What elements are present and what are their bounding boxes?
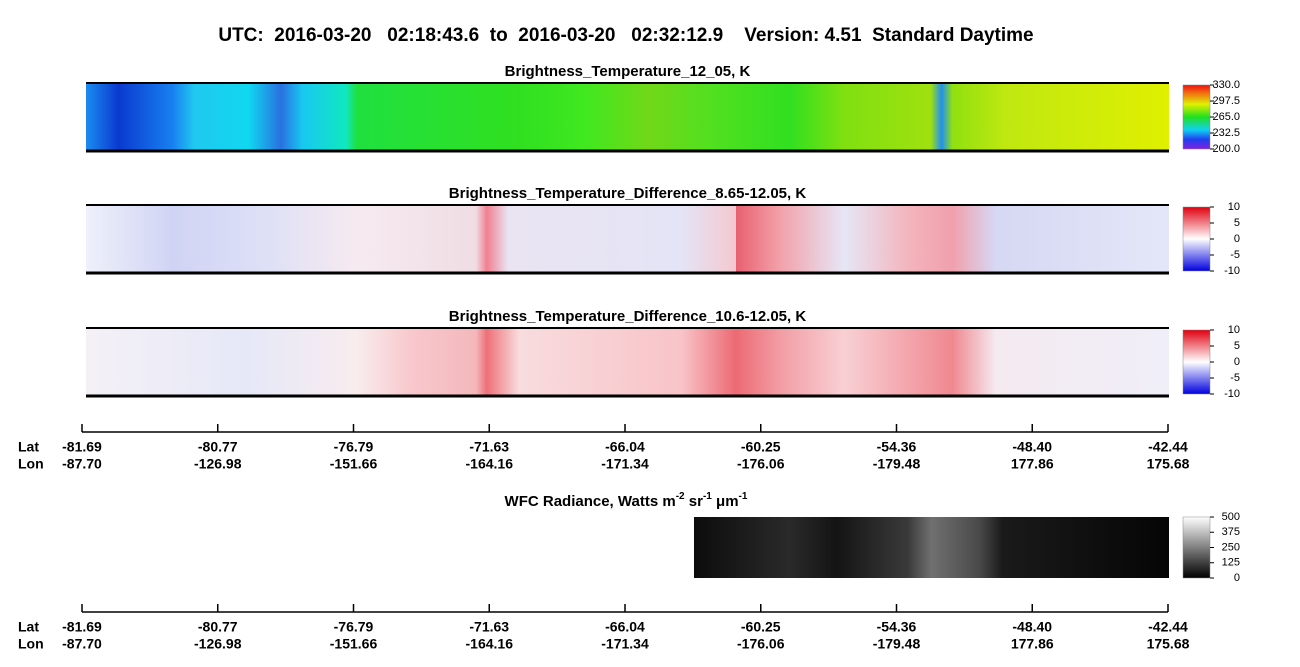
colorbar-label: 10 [1228,201,1240,213]
colorbar-label: 375 [1222,526,1240,538]
superscript: -1 [703,491,712,502]
colorbar-label: 5 [1234,340,1240,352]
axis-row-label: Lon [18,636,44,652]
colorbar [1182,329,1211,395]
colorbar-label: -5 [1230,372,1240,384]
colorbar-label: 297.5 [1212,95,1240,107]
axis-row-label: Lat [18,439,39,455]
lat-label: -60.25 [741,439,781,455]
superscript: -1 [739,491,748,502]
lon-label: -179.48 [873,636,921,652]
lat-label: -71.63 [469,619,509,635]
lon-label: -171.34 [601,456,649,472]
colorbar-label: 232.5 [1212,127,1240,139]
colorbar [1182,84,1211,150]
title-part: WFC Radiance, Watts m [505,493,676,510]
lon-label: -176.06 [737,636,785,652]
colorbar-label: 500 [1222,511,1240,523]
colorbar-label: 200.0 [1212,143,1240,155]
lat-label: -60.25 [741,619,781,635]
colorbar-label: -10 [1224,265,1240,277]
lat-label: -81.69 [62,439,102,455]
lat-label: -66.04 [605,439,645,455]
lat-label: -76.79 [334,439,374,455]
lat-label: -80.77 [198,619,238,635]
title-part: μm [712,493,739,510]
lat-label: -42.44 [1148,619,1188,635]
image [694,517,1169,578]
colorbar-label: -10 [1224,388,1240,400]
panel-title: Brightness_Temperature_Difference_8.65-1… [449,185,807,202]
panel-title: Brightness_Temperature_Difference_10.6-1… [449,308,807,325]
colorbar-label: 10 [1228,324,1240,336]
colorbar-label: 125 [1222,557,1240,569]
colorbar-label: 0 [1234,356,1240,368]
lon-label: -151.66 [330,456,378,472]
lon-label: -126.98 [194,456,242,472]
lon-label: -171.34 [601,636,649,652]
title-part: sr [685,493,704,510]
lat-label: -54.36 [877,439,917,455]
superscript: -2 [676,491,685,502]
lat-label: -66.04 [605,619,645,635]
lon-label: -164.16 [466,456,514,472]
colorbar-label: 0 [1234,572,1240,584]
lon-label: -87.70 [62,636,102,652]
panel-title: Brightness_Temperature_12_05, K [505,63,751,80]
image [86,328,1169,396]
lon-label: -87.70 [62,456,102,472]
lon-label: 177.86 [1011,636,1054,652]
lat-label: -48.40 [1012,619,1052,635]
panel-title: WFC Radiance, Watts m-2 sr-1 μm-1 [505,491,748,510]
lat-label: -76.79 [334,619,374,635]
lon-label: 175.68 [1147,456,1190,472]
lon-label: -151.66 [330,636,378,652]
lat-label: -42.44 [1148,439,1188,455]
colorbar [1182,206,1211,272]
lon-label: -126.98 [194,636,242,652]
colorbar-label: 265.0 [1212,111,1240,123]
lon-label: -179.48 [873,456,921,472]
axis-row-label: Lon [18,456,44,472]
lat-label: -80.77 [198,439,238,455]
lat-label: -81.69 [62,619,102,635]
colorbar-label: 330.0 [1212,79,1240,91]
axis-row-label: Lat [18,619,39,635]
page-title: UTC: 2016-03-20 02:18:43.6 to 2016-03-20… [218,25,1033,46]
lat-label: -54.36 [877,619,917,635]
lon-label: -176.06 [737,456,785,472]
image [86,205,1169,273]
colorbar-label: -5 [1230,249,1240,261]
colorbar-label: 0 [1234,233,1240,245]
lon-label: 177.86 [1011,456,1054,472]
colorbar [1182,516,1211,579]
lon-label: 175.68 [1147,636,1190,652]
colorbar-label: 250 [1222,541,1240,553]
lon-label: -164.16 [466,636,514,652]
lat-label: -71.63 [469,439,509,455]
lat-label: -48.40 [1012,439,1052,455]
colorbar-label: 5 [1234,217,1240,229]
image [86,83,1169,151]
